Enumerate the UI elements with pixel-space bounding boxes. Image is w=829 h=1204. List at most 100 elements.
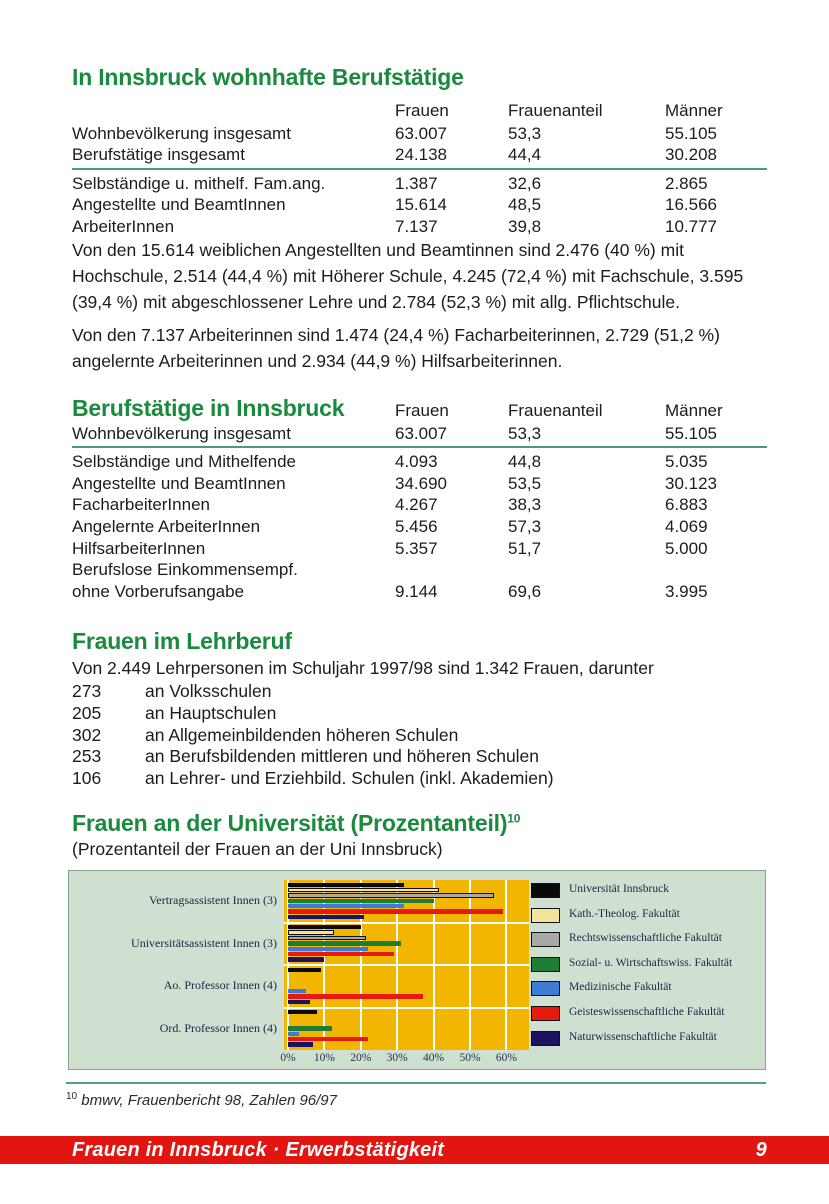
list-item-label: an Lehrer- und Erziehbild. Schulen (inkl… [145,768,554,789]
footer-title: Frauen in Innsbruck · Erwerbstätigkeit [72,1138,445,1161]
table-cell: 4.267 [395,495,438,515]
gridline-horizontal [284,921,529,924]
x-tick-label: 60% [495,1052,517,1064]
table-cell: Selbständige und Mithelfende [72,452,296,472]
table-cell: 5.456 [395,516,438,536]
lehrberuf-intro: Von 2.449 Lehrpersonen im Schuljahr 1997… [72,658,654,678]
table-cell [508,559,665,581]
table-cell: 6.883 [665,495,708,515]
table-header-row: Berufstätige in Innsbruck Frauen Frauena… [72,395,767,422]
table-cell: 63.007 [395,123,447,143]
chart-bar [288,930,334,935]
table-body: Wohnbevölkerung insgesamt 63.007 53,3 55.10… [72,423,767,603]
list-item-label: an Berufsbildenden mittleren und höheren… [145,746,540,767]
chart-bar [288,1026,332,1031]
chart-bar [288,909,503,914]
table-row: Angestellte und BeamtInnen 34.690 53,5 30.1… [72,473,767,495]
table-row: Berufslose Einkommensempf. [72,559,767,581]
list-item-count: 253 [72,746,102,767]
table-cell: 34.690 [395,473,447,493]
legend-label: Medizinische Fakultät [569,981,672,994]
section-heading-universitaet: Frauen an der Universität (Prozentanteil… [72,810,520,837]
table-cell: 15.614 [395,195,447,215]
list-item-count: 205 [72,702,102,723]
list-item: 273 an Volksschulen [72,681,554,703]
footer-bar: Frauen in Innsbruck · Erwerbstätigkeit 9 [0,1136,829,1164]
table-cell: FacharbeiterInnen [72,495,210,515]
chart-bar [288,967,321,972]
chart-bar [288,1042,314,1047]
section-heading-wohnhaft: In Innsbruck wohnhafte Berufstätige [72,64,464,90]
chart-bar [288,989,307,994]
gridline-horizontal [284,1006,529,1009]
table-row: HilfsarbeiterInnen 5.357 51,7 5.000 [72,538,767,560]
table-cell: ArbeiterInnen [72,216,175,236]
table-cell: 7.137 [395,216,438,236]
table-cell: 16.566 [665,195,717,215]
table-cell: 55.105 [665,123,717,143]
list-item: 302 an Allgemeinbildenden höheren Schulen [72,725,554,747]
table-cell: 5.357 [395,538,438,558]
legend-swatch [531,1006,560,1021]
legend-item: Universität Innsbruck [531,883,763,903]
chart-bar [288,904,405,909]
table-cell: 69,6 [508,581,542,601]
table-cell: 55.105 [665,423,717,443]
chart-bar [288,914,365,920]
lehrberuf-list: 273 an Volksschulen 205 an Hauptschulen 302 a… [72,681,554,790]
legend-item: Naturwissenschaftliche Fakultät [531,1030,763,1051]
footnote-marker: 10 [66,1091,78,1102]
table-cell: 57,3 [508,516,542,536]
table-cell [665,559,767,581]
legend-swatch [531,981,560,997]
table-cell: Angelernte ArbeiterInnen [72,516,261,536]
table-cell: 24.138 [395,145,447,165]
table-cell: 63.007 [395,423,447,443]
table-cell: 5.035 [665,452,708,472]
chart-bar [288,1031,299,1036]
table-cell: 9.144 [395,581,438,601]
list-item-label: an Hauptschulen [145,702,277,723]
legend-label: Sozial- u. Wirtschaftswiss. Fakultät [569,956,733,969]
category-label: Ord. Professor Innen (4) [159,1020,277,1035]
x-tick-label: 20% [350,1052,372,1064]
x-tick-label: 30% [386,1052,408,1064]
section-heading-berufstaetige: Berufstätige in Innsbruck [72,395,345,421]
legend-label: Rechtswissenschaftliche Fakultät [569,932,722,945]
table-row: Selbständige u. mithelf. Fam.ang. 1.387 32… [72,173,767,195]
list-item: 253 an Berufsbildenden mittleren und höhe… [72,746,554,768]
list-item: 205 an Hauptschulen [72,703,554,725]
table-cell: Angestellte und BeamtInnen [72,195,286,215]
chart-bar [288,882,405,887]
gridline-horizontal [284,964,529,966]
table-cell: Wohnbevölkerung insgesamt [72,123,291,143]
legend-swatch [531,1030,560,1046]
table-cell: 51,7 [508,538,542,558]
legend-swatch [531,932,560,948]
table-row: Angelernte ArbeiterInnen 5.456 57,3 4.069 [72,516,767,538]
legend-label: Naturwissenschaftliche Fakultät [569,1030,717,1043]
list-item-count: 302 [72,724,102,745]
chart-bar [288,893,494,898]
table-cell: Angestellte und BeamtInnen [72,473,286,493]
table-cell: Wohnbevölkerung insgesamt [72,423,291,443]
table-cell: 32,6 [508,173,542,193]
section-heading-lehrberuf: Frauen im Lehrberuf [72,628,292,654]
x-tick-label: 0% [280,1052,296,1064]
x-tick-label: 50% [459,1052,481,1064]
text-block: Von den 15.614 weiblichen Angestellten u… [72,237,784,381]
table-cell: Berufstätige insgesamt [72,145,245,165]
table-row: ArbeiterInnen 7.137 39,8 10.777 [72,216,767,238]
table-body: Wohnbevölkerung insgesamt 63.007 53,3 55.10… [72,123,767,238]
chart-bar [288,941,401,946]
table-row: Angestellte und BeamtInnen 15.614 48,5 16.5… [72,194,767,216]
footnote-rule [66,1082,766,1084]
table-wohnhaft: Frauen Frauenanteil Männer Wohnbevölkeru… [72,100,767,238]
table-cell: 30.208 [665,145,717,165]
chart-bar [288,898,434,904]
legend-swatch [531,907,560,923]
legend-swatch [531,883,560,898]
legend-item: Sozial- u. Wirtschaftswiss. Fakultät [531,956,763,977]
table-row: Selbständige und Mithelfende 4.093 44,8 5.0… [72,451,767,473]
